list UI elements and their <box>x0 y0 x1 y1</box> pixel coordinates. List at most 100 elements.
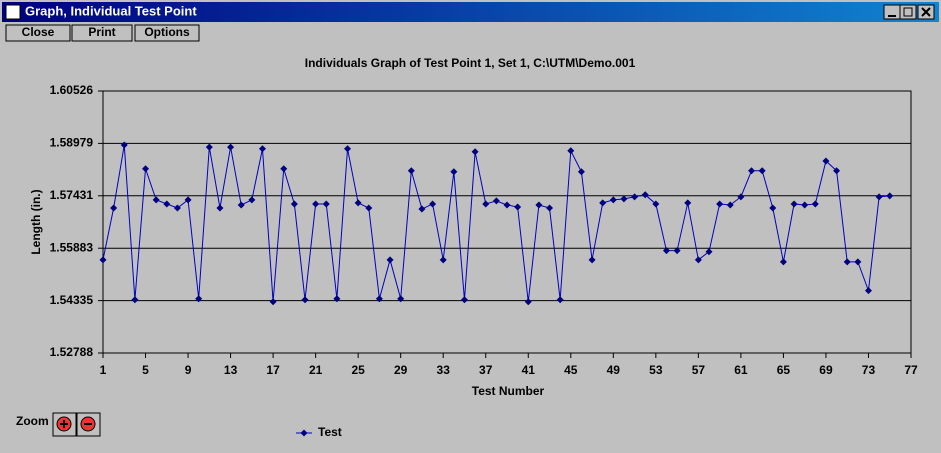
data-point <box>333 295 341 303</box>
data-point <box>779 258 787 266</box>
window-title: Graph, Individual Test Point <box>25 3 197 18</box>
data-point <box>567 147 575 155</box>
y-tick-label: 1.60526 <box>50 83 94 97</box>
y-tick-label: 1.55883 <box>50 240 94 254</box>
x-tick-label: 1 <box>100 363 107 377</box>
data-point <box>471 148 479 156</box>
x-tick-label: 77 <box>904 363 918 377</box>
data-point <box>407 167 415 175</box>
data-point <box>609 196 617 204</box>
x-tick-label: 33 <box>437 363 451 377</box>
data-point <box>662 247 670 255</box>
data-point <box>769 204 777 212</box>
x-tick-label: 5 <box>142 363 149 377</box>
x-tick-label: 45 <box>564 363 578 377</box>
data-point <box>864 287 872 295</box>
data-point <box>120 141 128 149</box>
x-tick-label: 13 <box>224 363 238 377</box>
data-point <box>811 200 819 208</box>
data-point <box>514 203 522 211</box>
x-tick-label: 41 <box>522 363 536 377</box>
x-tick-label: 21 <box>309 363 323 377</box>
data-point <box>163 200 171 208</box>
data-point <box>652 200 660 208</box>
menu-button[interactable] <box>134 24 200 42</box>
data-point <box>386 256 394 264</box>
data-point <box>524 298 532 306</box>
data-point <box>535 201 543 209</box>
title-bar <box>2 2 939 22</box>
menu-bar <box>2 24 939 42</box>
x-tick-label: 9 <box>185 363 192 377</box>
data-point <box>205 143 213 151</box>
data-point <box>737 193 745 201</box>
x-tick-label: 53 <box>649 363 663 377</box>
data-point <box>492 197 500 205</box>
data-point <box>184 196 192 204</box>
data-point <box>322 200 330 208</box>
legend-marker <box>300 429 308 437</box>
data-point <box>843 258 851 266</box>
y-tick-label: 1.57431 <box>50 188 94 202</box>
x-tick-label: 37 <box>479 363 493 377</box>
data-point <box>684 199 692 207</box>
data-point <box>301 296 309 304</box>
data-point <box>694 256 702 264</box>
maximize-button[interactable] <box>899 4 917 20</box>
zoom-label: Zoom <box>16 414 49 428</box>
data-point <box>290 200 298 208</box>
data-point <box>641 191 649 199</box>
legend-label: Test <box>318 425 342 439</box>
data-point <box>450 168 458 176</box>
data-point <box>312 200 320 208</box>
data-point <box>152 196 160 204</box>
x-tick-label: 57 <box>692 363 706 377</box>
window-icon <box>5 4 21 20</box>
data-point <box>418 205 426 213</box>
data-point <box>726 201 734 209</box>
data-point <box>216 204 224 212</box>
data-point <box>577 168 585 176</box>
data-point <box>397 295 405 303</box>
data-point <box>758 167 766 175</box>
x-tick-label: 17 <box>266 363 280 377</box>
data-point <box>110 204 118 212</box>
menu-button[interactable] <box>71 24 133 42</box>
data-point <box>705 248 713 256</box>
data-point <box>99 256 107 264</box>
data-point <box>482 200 490 208</box>
data-point <box>503 201 511 209</box>
data-point <box>429 200 437 208</box>
menu-button-label: Options <box>144 25 190 39</box>
data-point <box>620 195 628 203</box>
window-controls <box>883 4 935 20</box>
y-tick-label: 1.54335 <box>50 293 94 307</box>
data-point <box>673 247 681 255</box>
data-point <box>588 256 596 264</box>
chart-title: Individuals Graph of Test Point 1, Set 1… <box>305 56 636 70</box>
data-point <box>195 295 203 303</box>
menu-button[interactable] <box>5 24 71 42</box>
data-point <box>833 167 841 175</box>
data-point <box>237 201 245 209</box>
data-point <box>131 296 139 304</box>
data-point <box>173 204 181 212</box>
x-tick-label: 49 <box>607 363 621 377</box>
data-point <box>875 193 883 201</box>
data-point <box>599 199 607 207</box>
data-point <box>248 196 256 204</box>
x-tick-label: 25 <box>351 363 365 377</box>
x-tick-label: 61 <box>734 363 748 377</box>
data-point <box>748 167 756 175</box>
data-point <box>631 193 639 201</box>
data-point <box>142 165 150 173</box>
data-point <box>790 200 798 208</box>
y-tick-label: 1.58979 <box>50 136 94 150</box>
data-point <box>854 258 862 266</box>
data-point <box>365 204 373 212</box>
x-tick-label: 65 <box>777 363 791 377</box>
zoom-buttons: Zoom <box>16 412 101 437</box>
data-point <box>227 143 235 151</box>
